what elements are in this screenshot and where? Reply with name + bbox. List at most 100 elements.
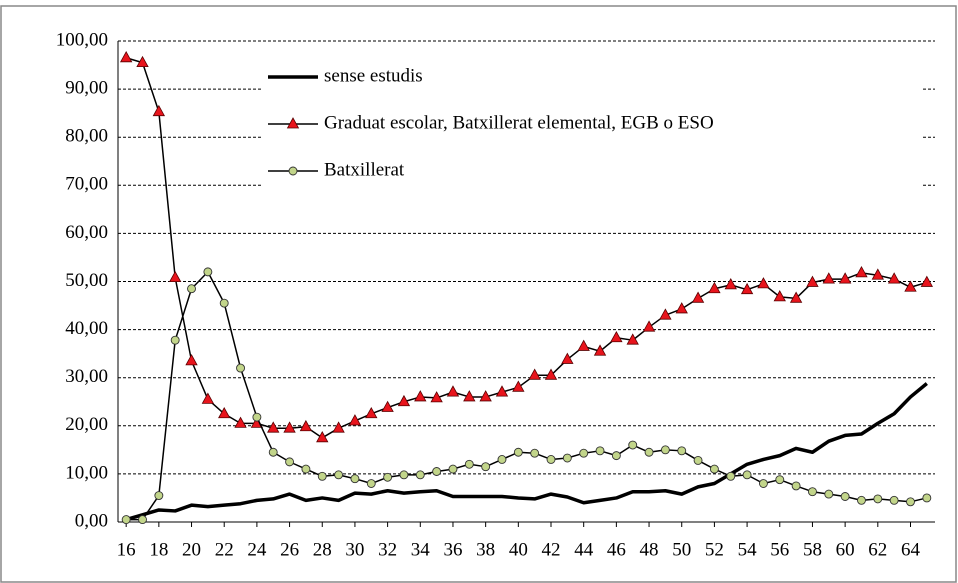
- data-point: [154, 491, 164, 500]
- data-point: [383, 472, 393, 482]
- x-tick-label: 56: [770, 539, 789, 560]
- x-tick-label: 34: [411, 539, 431, 560]
- data-point: [301, 464, 311, 474]
- data-point: [873, 494, 883, 504]
- y-tick-label: 90,00: [65, 77, 108, 98]
- y-tick-label: 60,00: [65, 222, 108, 243]
- legend-marker: [286, 117, 300, 129]
- data-point: [708, 281, 721, 294]
- x-tick-label: 54: [738, 539, 758, 560]
- data-point: [121, 515, 131, 525]
- data-point: [448, 464, 458, 474]
- data-point: [365, 406, 378, 419]
- x-tick-label: 64: [901, 539, 921, 560]
- data-point: [611, 451, 621, 461]
- data-point: [742, 470, 752, 480]
- x-tick-label: 50: [672, 539, 691, 560]
- data-point: [170, 335, 180, 345]
- data-point: [724, 278, 737, 290]
- y-tick-label: 10,00: [65, 462, 108, 483]
- data-point: [512, 380, 525, 392]
- data-point: [626, 333, 639, 345]
- data-point: [628, 440, 638, 450]
- data-point: [808, 487, 817, 497]
- x-tick-label: 60: [836, 539, 855, 560]
- data-point: [775, 475, 785, 485]
- data-point: [644, 447, 654, 457]
- x-tick-label: 58: [803, 539, 822, 560]
- data-point: [544, 368, 558, 380]
- data-point: [350, 474, 360, 484]
- data-point: [348, 414, 362, 426]
- data-point: [610, 330, 623, 343]
- x-tick-label: 44: [574, 539, 594, 560]
- data-point: [561, 352, 574, 364]
- data-point: [415, 470, 425, 480]
- data-point: [332, 421, 345, 433]
- data-point: [366, 479, 376, 488]
- data-point: [399, 470, 409, 480]
- data-point: [757, 277, 770, 289]
- data-point: [577, 339, 590, 351]
- data-point: [218, 406, 231, 419]
- data-point: [397, 394, 411, 407]
- x-tick-label: 16: [117, 539, 136, 560]
- x-tick-label: 30: [345, 539, 364, 560]
- y-tick-label: 40,00: [65, 318, 108, 339]
- data-point: [922, 493, 932, 503]
- data-point: [593, 344, 607, 356]
- data-point: [709, 464, 719, 474]
- y-tick-label: 80,00: [65, 126, 108, 147]
- data-point: [857, 495, 866, 505]
- data-point: [806, 275, 819, 287]
- y-tick-label: 0,00: [75, 510, 108, 531]
- data-point: [693, 455, 703, 465]
- data-point: [316, 430, 329, 443]
- data-point: [268, 447, 278, 457]
- data-point: [299, 419, 313, 432]
- data-point: [495, 385, 509, 397]
- data-point: [381, 400, 394, 412]
- data-point: [203, 267, 213, 277]
- data-point: [887, 272, 901, 284]
- data-point: [432, 467, 442, 476]
- x-tick-label: 40: [509, 539, 528, 560]
- data-point: [119, 51, 133, 63]
- data-point: [791, 481, 801, 491]
- data-point: [464, 459, 474, 469]
- data-point: [285, 457, 295, 467]
- data-point: [773, 290, 786, 302]
- x-tick-label: 32: [378, 539, 397, 560]
- data-point: [579, 448, 589, 458]
- data-point: [479, 390, 492, 402]
- data-point: [317, 471, 327, 481]
- data-point: [219, 298, 229, 308]
- data-point: [691, 291, 705, 303]
- data-point: [660, 445, 670, 455]
- data-point: [267, 421, 280, 433]
- legend-marker: [288, 166, 298, 176]
- data-point: [659, 308, 672, 320]
- data-point: [871, 268, 884, 280]
- data-point: [840, 492, 850, 501]
- x-tick-label: 26: [280, 539, 299, 560]
- data-point: [920, 275, 934, 287]
- series-line: [125, 382, 928, 522]
- data-point: [414, 390, 427, 402]
- x-tick-label: 24: [247, 539, 267, 560]
- data-point: [675, 302, 688, 314]
- data-point: [138, 515, 147, 525]
- data-point: [677, 446, 687, 456]
- legend-label: sense estudis: [324, 65, 423, 86]
- data-point: [334, 470, 344, 480]
- data-point: [562, 453, 572, 463]
- data-point: [446, 385, 460, 397]
- y-tick-label: 20,00: [65, 414, 108, 435]
- data-point: [481, 462, 491, 472]
- data-point: [513, 447, 523, 457]
- data-point: [252, 412, 262, 422]
- data-point: [152, 104, 166, 117]
- data-point: [758, 479, 768, 488]
- data-point: [234, 416, 247, 428]
